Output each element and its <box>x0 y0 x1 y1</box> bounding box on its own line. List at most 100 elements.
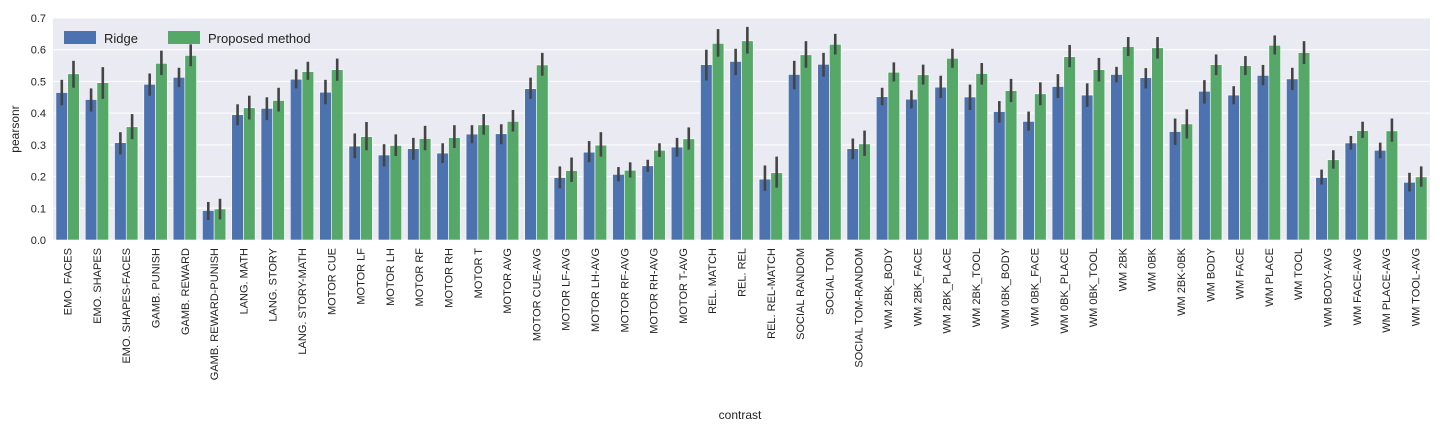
bar-proposed-method-motor-t-avg <box>682 138 695 241</box>
bar-proposed-method-wm-0bk-body <box>1004 90 1018 241</box>
bar-ridge-wm-2bk-face <box>905 98 918 241</box>
bar-ridge-lang-story <box>260 108 274 241</box>
bar-proposed-method-emo-shapes <box>96 82 109 241</box>
x-tick-labels: EMO. FACES EMO. SHAPES EMO. SHAPES-FACES GA… <box>63 247 1423 380</box>
bar-proposed-method-wm-face-avg <box>1356 130 1369 241</box>
bar-ridge-wm-2bk-tool <box>963 96 977 241</box>
bar-proposed-method-motor-rh <box>448 137 461 241</box>
x-tick-label-rel-rel: REL. REL <box>737 248 749 297</box>
bar-ridge-wm-0bk-body <box>993 111 1006 241</box>
y-tick-label: 0.2 <box>31 172 46 184</box>
bar-ridge-wm-0bk-tool <box>1081 94 1094 241</box>
bar-ridge-gamb-reward <box>172 77 186 241</box>
bar-proposed-method-motor-cue-avg <box>536 64 549 241</box>
y-tick-label: 0.1 <box>31 203 46 215</box>
bar-proposed-method-wm-2bk-face <box>916 74 930 241</box>
y-axis-label: pearsonr <box>8 105 22 152</box>
x-tick-label-motor-rh-avg: MOTOR RH-AVG <box>649 248 661 334</box>
bar-ridge-gamb-punish <box>143 83 156 241</box>
bar-proposed-method-emo-faces <box>67 73 80 241</box>
bar-ridge-motor-t-avg <box>670 146 684 241</box>
x-tick-label-wm-0bk-tool: WM 0BK_TOOL <box>1088 248 1100 327</box>
x-tick-label-motor-rh: MOTOR RH <box>444 248 456 308</box>
bar-ridge-motor-rf <box>407 148 420 241</box>
bar-proposed-method-motor-cue <box>331 69 344 241</box>
bar-ridge-wm-2bk-0bk <box>1168 131 1182 241</box>
bars <box>55 40 1428 241</box>
bar-ridge-wm-place-avg <box>1374 149 1387 241</box>
x-tick-label-wm-2bk-body: WM 2BK_BODY <box>883 247 895 328</box>
x-tick-label-lang-story: LANG. STORY <box>268 247 280 321</box>
x-tick-label-wm-0bk-place: WM 0BK_PLACE <box>1059 248 1071 334</box>
bar-proposed-method-wm-2bk-place <box>946 57 959 241</box>
bar-proposed-method-social-tom-random <box>858 143 871 241</box>
bar-proposed-method-lang-story-math <box>301 71 315 241</box>
legend-label-proposed-method: Proposed method <box>208 31 311 46</box>
bar-ridge-motor-rh-avg <box>641 165 654 241</box>
bar-proposed-method-motor-lh-avg <box>594 144 608 241</box>
bar-ridge-wm-2bk-body <box>875 96 889 241</box>
bar-proposed-method-wm-face <box>1239 65 1252 241</box>
bar-ridge-motor-cue-avg <box>524 88 537 241</box>
y-tick-label: 0.6 <box>31 45 46 57</box>
x-tick-label-wm-0bk-face: WM 0BK_FACE <box>1029 248 1041 326</box>
x-tick-label-gamb-reward-punish: GAMB. REWARD-PUNISH <box>209 248 221 380</box>
bar-ridge-wm-2bk-place <box>934 86 947 241</box>
bar-ridge-emo-faces <box>55 92 68 241</box>
x-tick-label-social-tom: SOCIAL TOM <box>824 248 836 315</box>
bar-ridge-wm-body-avg <box>1315 177 1328 241</box>
y-tick-label: 0.4 <box>31 108 46 120</box>
bar-proposed-method-wm-0bk <box>1151 47 1164 241</box>
x-tick-label-wm-tool: WM TOOL <box>1293 248 1305 300</box>
bar-ridge-social-random <box>788 74 801 241</box>
x-tick-label-gamb-punish: GAMB. PUNISH <box>151 248 163 328</box>
x-tick-label-wm-2bk-tool: WM 2BK_TOOL <box>971 248 983 327</box>
x-tick-label-wm-body-avg: WM BODY-AVG <box>1322 248 1334 327</box>
bar-ridge-wm-0bk-face <box>1022 121 1035 241</box>
bar-proposed-method-lang-math <box>243 107 256 241</box>
bar-proposed-method-lang-story <box>272 100 285 241</box>
bar-ridge-emo-shapes <box>84 99 98 241</box>
bar-proposed-method-wm-0bk-tool <box>1092 69 1106 241</box>
x-tick-label-wm-2bk-0bk: WM 2BK-0BK <box>1176 247 1188 316</box>
x-tick-label-social-random: SOCIAL RANDOM <box>795 248 807 340</box>
bar-proposed-method-motor-t <box>477 124 490 241</box>
bar-proposed-method-gamb-punish <box>155 63 168 241</box>
bar-proposed-method-wm-body-avg <box>1327 159 1340 241</box>
bar-proposed-method-motor-avg <box>506 121 520 241</box>
y-tick-label: 0.7 <box>31 13 46 25</box>
bar-proposed-method-wm-2bk-body <box>887 71 901 241</box>
bar-proposed-method-wm-0bk-face <box>1034 93 1047 241</box>
x-tick-label-wm-place-avg: WM PLACE-AVG <box>1381 248 1393 333</box>
bar-proposed-method-gamb-reward <box>184 55 197 241</box>
x-tick-label-wm-2bk: WM 2BK <box>1117 247 1129 291</box>
x-tick-label-lang-math: LANG. MATH <box>238 248 250 314</box>
x-tick-label-emo-shapes-faces: EMO. SHAPES-FACES <box>121 248 133 364</box>
x-tick-label-wm-0bk-body: WM 0BK_BODY <box>1000 247 1012 328</box>
y-tick-labels: 0.0 0.1 0.2 0.3 0.4 0.5 0.6 0.7 <box>31 13 46 247</box>
bar-proposed-method-wm-0bk-place <box>1063 56 1076 241</box>
bar-ridge-motor-lh <box>377 154 391 241</box>
bar-ridge-rel-rel <box>729 61 742 241</box>
legend-label-ridge: Ridge <box>104 31 138 46</box>
y-tick-label: 0.5 <box>31 76 46 88</box>
x-axis-label: contrast <box>719 408 762 422</box>
bar-proposed-method-wm-2bk-0bk <box>1180 123 1193 241</box>
y-tick-label: 0.0 <box>31 235 46 247</box>
bar-ridge-wm-tool <box>1286 78 1299 241</box>
bar-proposed-method-wm-2bk-tool <box>975 73 988 241</box>
y-tick-label: 0.3 <box>31 140 46 152</box>
x-tick-label-social-tom-random: SOCIAL TOM-RANDOM <box>854 248 866 368</box>
bar-proposed-method-motor-rf <box>418 138 432 241</box>
bar-ridge-lang-story-math <box>290 78 303 241</box>
x-tick-label-motor-lf: MOTOR LF <box>356 248 368 305</box>
bar-proposed-method-motor-rf-avg <box>624 169 637 241</box>
bar-ridge-social-tom <box>817 64 830 241</box>
bar-proposed-method-wm-body <box>1209 64 1223 241</box>
bar-ridge-motor-rf-avg <box>612 174 625 241</box>
bar-proposed-method-social-random <box>799 54 813 241</box>
bar-ridge-wm-face-avg <box>1344 142 1358 241</box>
bar-ridge-emo-shapes-faces <box>114 142 127 241</box>
x-tick-label-wm-place: WM PLACE <box>1264 248 1276 307</box>
